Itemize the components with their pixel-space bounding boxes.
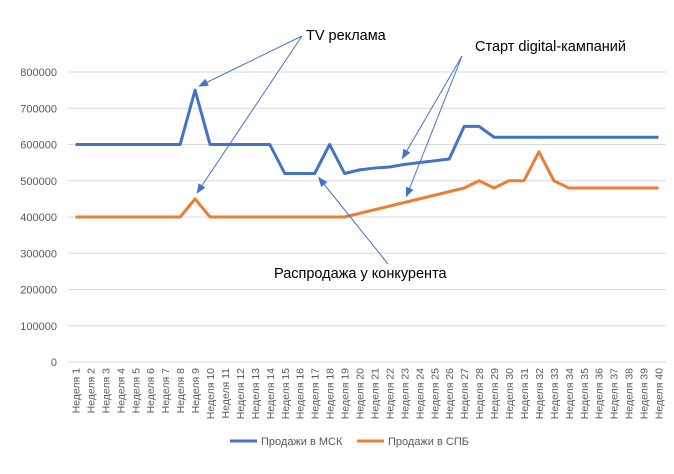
x-tick-label: Неделя 17	[310, 368, 322, 419]
x-tick-label: Неделя 4	[115, 368, 127, 414]
series-line-spb	[75, 150, 659, 219]
x-tick-label: Неделя 15	[280, 368, 292, 419]
x-tick-label: Неделя 31	[519, 368, 531, 419]
x-tick-label: Неделя 23	[399, 368, 411, 419]
x-tick-label: Неделя 19	[340, 368, 352, 419]
x-tick-label: Неделя 35	[579, 368, 591, 419]
x-tick-label: Неделя 21	[369, 368, 381, 419]
x-tick-label: Неделя 16	[295, 368, 307, 419]
annotation-competitor-sale: Распродажа у конкурента	[274, 266, 448, 282]
y-tick-label: 0	[51, 357, 57, 369]
x-tick-label: Неделя 32	[534, 368, 546, 419]
x-tick-label: Неделя 28	[474, 368, 486, 419]
annotation-arrow	[196, 35, 303, 194]
x-tick-label: Неделя 18	[325, 368, 337, 419]
annotation-arrow	[405, 55, 463, 198]
x-tick-label: Неделя 36	[594, 368, 606, 419]
y-tick-label: 100000	[20, 321, 57, 333]
x-tick-label: Неделя 13	[250, 368, 262, 419]
annotation-arrow	[198, 35, 303, 87]
annotation-arrows	[196, 35, 463, 265]
annotation-arrow	[401, 55, 463, 160]
x-tick-label: Неделя 6	[145, 368, 157, 414]
x-tick-label: Неделя 24	[414, 368, 426, 419]
x-tick-label: Неделя 27	[459, 368, 471, 419]
y-tick-label: 200000	[20, 285, 57, 297]
series-line-msk	[75, 88, 659, 175]
x-tick-label: Неделя 25	[429, 368, 441, 419]
x-axis: Неделя 1 Неделя 2 Неделя 3 Неделя 4 Неделя 5…	[70, 368, 665, 419]
legend-label-spb: Продажи в СПБ	[388, 436, 469, 448]
y-tick-label: 300000	[20, 248, 57, 260]
x-tick-label: Неделя 39	[639, 368, 651, 419]
x-tick-label: Неделя 2	[85, 368, 97, 414]
y-tick-label: 700000	[20, 103, 57, 115]
x-tick-label: Неделя 1	[70, 368, 82, 414]
y-tick-label: 600000	[20, 140, 57, 152]
x-tick-label: Неделя 8	[175, 368, 187, 414]
x-tick-label: Неделя 10	[205, 368, 217, 419]
x-tick-label: Неделя 26	[444, 368, 456, 419]
annotation-arrow	[318, 176, 389, 265]
x-tick-label: Неделя 37	[609, 368, 621, 419]
x-tick-label: Неделя 29	[489, 368, 501, 419]
x-tick-label: Неделя 33	[549, 368, 561, 419]
x-tick-label: Неделя 38	[624, 368, 636, 419]
y-tick-label: 500000	[20, 176, 57, 188]
x-tick-label: Неделя 14	[265, 368, 277, 419]
y-tick-label: 400000	[20, 212, 57, 224]
x-tick-label: Неделя 3	[100, 368, 112, 414]
x-tick-label: Неделя 9	[190, 368, 202, 414]
legend: Продажи в МСК Продажи в СПБ	[230, 436, 469, 448]
annotation-digital: Старт digital-кампаний	[475, 39, 626, 55]
x-tick-label: Неделя 34	[564, 368, 576, 419]
x-tick-label: Неделя 20	[355, 368, 367, 419]
x-tick-label: Неделя 5	[130, 368, 142, 414]
x-tick-label: Неделя 40	[654, 368, 666, 419]
x-tick-label: Неделя 11	[220, 368, 232, 419]
x-tick-label: Неделя 30	[504, 368, 516, 419]
annotations: TV реклама Старт digital-кампаний Распро…	[274, 28, 626, 282]
series-lines	[75, 88, 659, 219]
legend-label-msk: Продажи в МСК	[261, 436, 343, 448]
x-tick-label: Неделя 7	[160, 368, 172, 414]
y-axis: 0 100000 200000 300000 400000 500000 600000 700…	[20, 67, 57, 369]
x-tick-label: Неделя 12	[235, 368, 247, 419]
y-tick-label: 800000	[20, 67, 57, 79]
x-tick-label: Неделя 22	[384, 368, 396, 419]
annotation-tv: TV реклама	[306, 28, 387, 44]
